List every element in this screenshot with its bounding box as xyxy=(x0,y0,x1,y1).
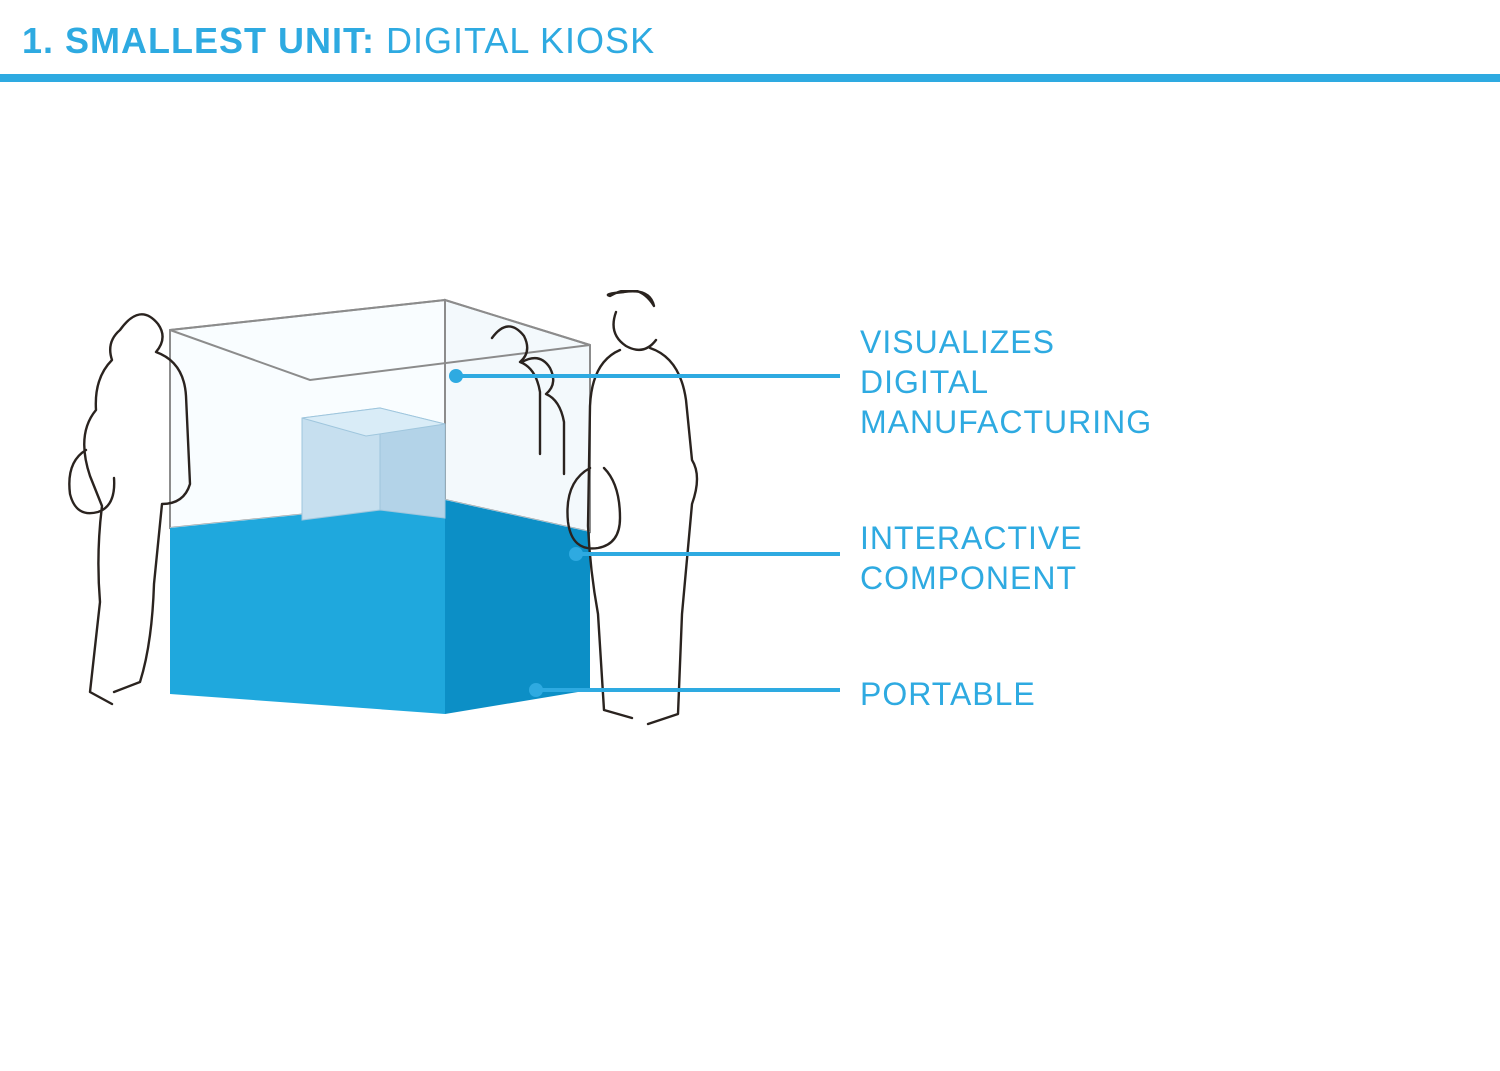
callout-dot-portable xyxy=(529,683,543,697)
title-bold: 1. SMALLEST UNIT: xyxy=(22,20,375,61)
callout-line-visualizes xyxy=(456,374,840,378)
base-side xyxy=(445,500,590,714)
base-front xyxy=(170,500,445,714)
callout-line-portable xyxy=(536,688,840,692)
callout-label-visualizes: VISUALIZES DIGITAL MANUFACTURING xyxy=(860,322,1152,442)
header-divider xyxy=(0,74,1500,82)
slide-title: 1. SMALLEST UNIT: DIGITAL KIOSK xyxy=(22,20,1500,62)
callout-dot-visualizes xyxy=(449,369,463,383)
slide-header: 1. SMALLEST UNIT: DIGITAL KIOSK xyxy=(22,20,1500,62)
title-light: DIGITAL KIOSK xyxy=(375,20,655,61)
kiosk-illustration xyxy=(50,290,770,740)
callout-dot-interactive xyxy=(569,547,583,561)
callout-line-interactive xyxy=(576,552,840,556)
callout-label-portable: PORTABLE xyxy=(860,674,1036,714)
callout-label-interactive: INTERACTIVE COMPONENT xyxy=(860,518,1083,598)
kiosk-svg xyxy=(50,290,770,740)
